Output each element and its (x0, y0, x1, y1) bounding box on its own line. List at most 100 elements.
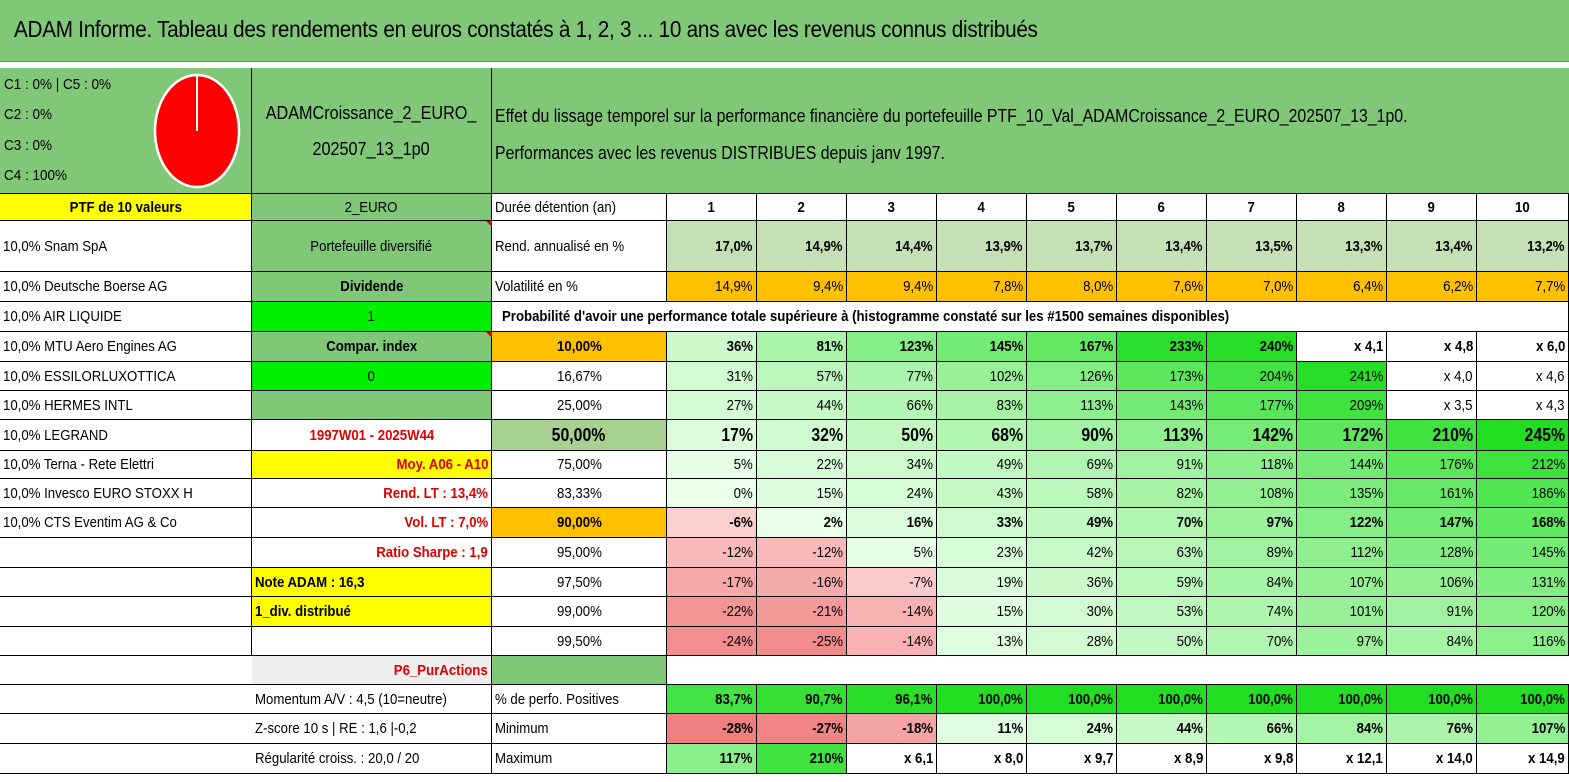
performance-value: 126% (1027, 362, 1117, 391)
empty-band (667, 656, 1569, 685)
probability-level-text: 83,33% (556, 484, 602, 502)
performance-value-text: 74% (1266, 603, 1293, 620)
performance-value-text: 167% (1079, 338, 1113, 355)
performance-value: 89% (1207, 538, 1297, 568)
note-cell: Note ADAM : 16,3 (252, 568, 492, 597)
rend-value-text: 13,9% (985, 237, 1023, 255)
performance-value: 31% (667, 362, 757, 391)
performance-value-text: 131% (1531, 573, 1565, 591)
performance-value-text: 176% (1439, 456, 1473, 473)
performance-value-text: 24% (906, 484, 933, 502)
sharpe-cell-text: Ratio Sharpe : 1,9 (376, 544, 488, 561)
holding-row: 10,0% Invesco EURO STOXX H (0, 479, 252, 508)
performance-value-text: 5% (913, 544, 933, 561)
allocation-box: C1 : 0% | C5 : 0% C2 : 0% C3 : 0% C4 : 1… (0, 68, 252, 194)
title-gap (0, 62, 1569, 68)
performance-value-text: 113% (1163, 425, 1203, 445)
probability-level: 10,00% (492, 332, 667, 362)
holding-row: 10,0% Terna - Rete Elettri (0, 451, 252, 479)
performance-value-text: 81% (816, 338, 843, 355)
min-value: 44% (1117, 714, 1207, 744)
performance-value-text: 144% (1349, 456, 1383, 473)
performance-value-text: 204% (1259, 367, 1293, 385)
holding-row-text: 10,0% Invesco EURO STOXX H (3, 484, 193, 502)
pos-value-text: 96,1% (895, 690, 933, 708)
performance-value-text: 36% (1086, 573, 1113, 591)
performance-value: 176% (1387, 451, 1477, 479)
performance-value-text: 32% (811, 425, 843, 445)
performance-value-text: 233% (1169, 338, 1203, 355)
performance-value: 49% (937, 451, 1027, 479)
probability-level: 25,00% (492, 391, 667, 420)
performance-value-text: 147% (1439, 514, 1473, 531)
performance-value: x 4,1 (1297, 332, 1387, 362)
performance-value-text: 128% (1439, 544, 1473, 561)
probability-level: 83,33% (492, 479, 667, 508)
blank-cell (252, 391, 492, 420)
holding-row-text: 10,0% Deutsche Boerse AG (3, 278, 168, 295)
performance-value-text: 173% (1169, 367, 1203, 385)
vol-value-text: 9,4% (902, 278, 933, 295)
holding-row-text: 10,0% Snam SpA (3, 237, 108, 255)
performance-value: 97% (1207, 508, 1297, 538)
pos-value-text: 100,0% (1068, 690, 1113, 708)
performance-value: 19% (937, 568, 1027, 597)
type-cell: Portefeuille diversifié (252, 221, 492, 272)
performance-value-text: 27% (726, 396, 753, 414)
performance-value-text: 91% (1446, 603, 1473, 620)
performance-value: 69% (1027, 451, 1117, 479)
performance-value-text: 209% (1349, 396, 1383, 414)
min-value: -18% (847, 714, 937, 744)
min-value: -27% (757, 714, 847, 744)
p6-cell: P6_PurActions (252, 656, 492, 685)
holding-row-text: 10,0% AIR LIQUIDE (3, 308, 122, 325)
performance-value: 167% (1027, 332, 1117, 362)
pos-value-text: 100,0% (978, 690, 1023, 708)
performance-value: 33% (937, 508, 1027, 538)
min-value: 11% (937, 714, 1027, 744)
year-header: 1 (667, 194, 757, 221)
performance-value: 142% (1207, 420, 1297, 451)
page-title: ADAM Informe. Tableau des rendements en … (14, 16, 1038, 42)
performance-value: -25% (757, 627, 847, 656)
pos-value-text: 100,0% (1428, 690, 1473, 708)
sharpe-cell: Ratio Sharpe : 1,9 (252, 538, 492, 568)
holding-row: 10,0% ESSILORLUXOTTICA (0, 362, 252, 391)
probability-level: 95,00% (492, 538, 667, 568)
empty-cell (0, 685, 252, 714)
min-label: Minimum (492, 714, 667, 744)
compar-cell-text: Compar. index (326, 338, 417, 355)
min-value: 66% (1207, 714, 1297, 744)
performance-value: 2% (757, 508, 847, 538)
performance-value: -6% (667, 508, 757, 538)
max-value: x 6,1 (847, 744, 937, 774)
max-label: Maximum (492, 744, 667, 774)
performance-value: 81% (757, 332, 847, 362)
year-header: 10 (1477, 194, 1569, 221)
performance-value-text: 15% (996, 603, 1023, 620)
rend-value: 14,9% (757, 221, 847, 272)
performance-value-text: 186% (1531, 484, 1565, 502)
performance-value: 50% (1117, 627, 1207, 656)
performance-value-text: 53% (1176, 603, 1203, 620)
performance-value: x 3,5 (1387, 391, 1477, 420)
performance-value: 84% (1207, 568, 1297, 597)
performance-value: 44% (757, 391, 847, 420)
performance-value: 63% (1117, 538, 1207, 568)
max-value-text: x 9,7 (1083, 750, 1113, 767)
performance-value: 113% (1117, 420, 1207, 451)
rend-value: 17,0% (667, 221, 757, 272)
empty-cell (0, 568, 252, 597)
performance-value-text: 31% (726, 367, 753, 385)
performance-value-text: 33% (996, 514, 1023, 531)
performance-value-text: 143% (1169, 396, 1203, 414)
holding-row: 10,0% CTS Eventim AG & Co (0, 508, 252, 538)
compar-cell: Compar. index (252, 332, 492, 362)
performance-value-text: 90% (1081, 425, 1113, 445)
performance-value: 145% (1477, 538, 1569, 568)
performance-value: 90% (1027, 420, 1117, 451)
performance-value-text: 145% (989, 338, 1023, 355)
performance-value-text: 135% (1349, 484, 1383, 502)
vol-value: 8,0% (1027, 272, 1117, 302)
performance-value-text: 142% (1252, 425, 1293, 445)
